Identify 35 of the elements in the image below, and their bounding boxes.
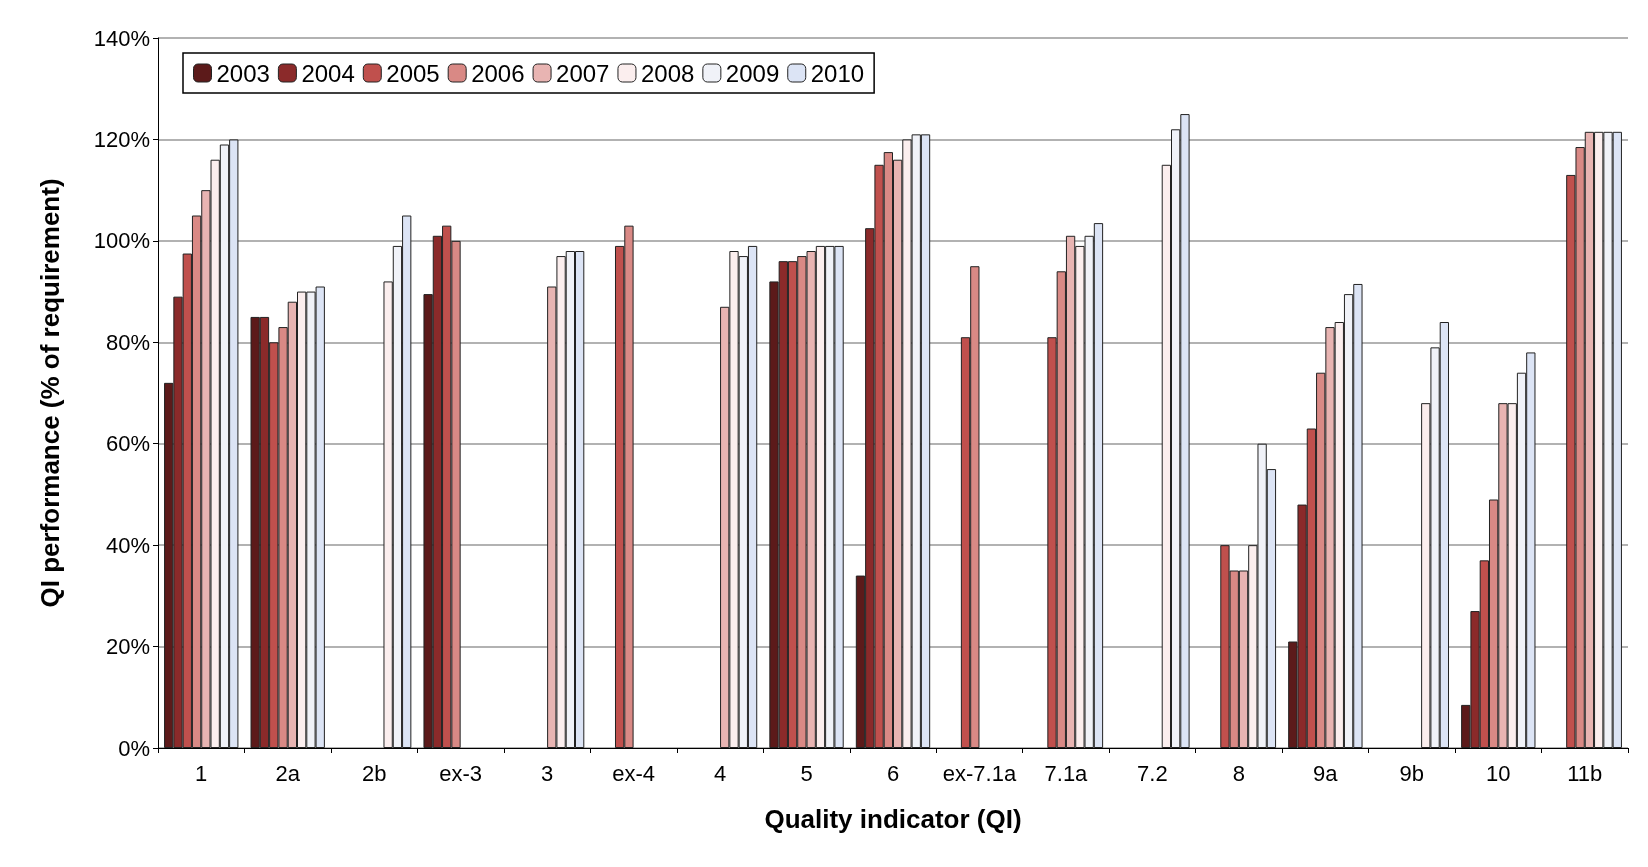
x-tick-label: 3: [540, 760, 554, 786]
legend-label: 2010: [810, 59, 865, 87]
x-tick-label: 4: [713, 760, 727, 786]
y-tick-label: 20%: [105, 634, 150, 660]
x-tick-label: ex-4: [612, 760, 655, 786]
x-tick-label: 1: [195, 760, 208, 786]
x-axis-title: Quality indicator (QI): [764, 804, 1022, 834]
x-tick-label: 7.2: [1137, 760, 1168, 786]
legend-label: 2006: [471, 59, 525, 87]
y-tick-label: 120%: [93, 126, 150, 152]
x-tick-label: 2b: [361, 760, 387, 786]
x-tick-label: 2a: [275, 760, 301, 786]
legend-label: 2007: [556, 59, 610, 87]
x-tick-label: ex-3: [439, 760, 483, 786]
legend-label: 2003: [216, 59, 270, 87]
y-tick-label: 60%: [105, 431, 150, 457]
x-tick-label: 7.1a: [1044, 760, 1089, 786]
y-axis-title: QI performance (% of requirement): [35, 178, 65, 608]
y-tick-label: 40%: [105, 532, 150, 558]
legend-label: 2008: [640, 59, 695, 87]
x-tick-label: 10: [1486, 760, 1511, 786]
x-tick-label: 9a: [1313, 760, 1339, 786]
y-tick-label: 100%: [93, 228, 150, 254]
legend-label: 2004: [301, 59, 355, 87]
x-tick-label: ex-7.1a: [942, 760, 1017, 786]
x-tick-label: 8: [1232, 760, 1246, 786]
legend-label: 2005: [386, 59, 440, 87]
y-tick-label: 140%: [93, 25, 150, 51]
legend-label: 2009: [725, 59, 780, 87]
y-tick-label: 0%: [118, 735, 150, 761]
x-tick-label: 6: [886, 760, 900, 786]
x-tick-label: 11b: [1567, 760, 1603, 786]
y-tick-label: 80%: [105, 329, 150, 355]
x-tick-label: 9b: [1399, 760, 1425, 786]
x-tick-label: 5: [800, 760, 813, 786]
